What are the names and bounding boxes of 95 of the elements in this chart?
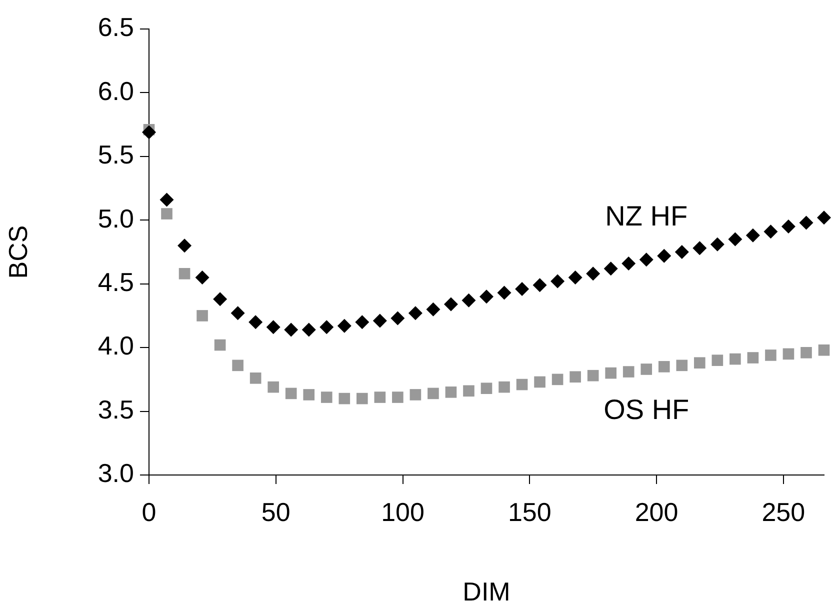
point — [817, 210, 831, 225]
point — [338, 392, 350, 404]
series-label: NZ HF — [605, 200, 688, 232]
point — [178, 238, 192, 253]
point — [622, 256, 636, 270]
point — [160, 192, 174, 207]
y-axis-title: BCS — [2, 225, 33, 279]
point — [639, 252, 654, 267]
point — [410, 389, 422, 400]
point — [604, 262, 618, 276]
point — [372, 314, 387, 328]
point — [587, 370, 599, 382]
point — [692, 241, 707, 256]
point — [710, 237, 724, 252]
point — [658, 361, 670, 372]
point — [765, 350, 776, 361]
x-tick-label: 50 — [261, 496, 290, 527]
point — [390, 311, 405, 326]
point — [302, 322, 316, 337]
point — [213, 292, 228, 306]
point — [195, 270, 210, 284]
point — [782, 348, 794, 360]
point — [250, 372, 262, 384]
point — [747, 352, 759, 364]
x-tick-label: 250 — [762, 496, 806, 527]
y-tick-label: 5.0 — [98, 203, 134, 234]
point — [818, 344, 830, 356]
point — [232, 360, 244, 372]
point — [570, 371, 581, 383]
point — [374, 392, 386, 403]
point — [480, 382, 492, 394]
point — [586, 266, 600, 281]
point — [462, 293, 476, 308]
point — [230, 306, 245, 320]
point — [712, 354, 724, 366]
point — [337, 318, 352, 333]
point — [550, 274, 565, 288]
point — [355, 315, 370, 330]
y-tick-label: 6.5 — [98, 12, 134, 42]
point — [728, 232, 742, 246]
point — [799, 216, 814, 230]
point — [161, 208, 172, 220]
point — [781, 220, 796, 234]
point — [196, 310, 208, 322]
series-label: OS HF — [604, 394, 690, 425]
point — [764, 224, 778, 239]
y-tick-label: 6.0 — [98, 76, 134, 106]
point — [674, 245, 689, 259]
point — [497, 286, 512, 300]
point — [657, 248, 672, 263]
point — [248, 315, 263, 330]
point — [356, 392, 368, 404]
point — [320, 320, 334, 334]
point — [534, 376, 546, 388]
point — [694, 357, 706, 369]
point — [568, 270, 582, 284]
point — [266, 320, 280, 334]
point — [640, 364, 652, 375]
point — [392, 392, 404, 403]
point — [605, 367, 616, 379]
point — [303, 389, 315, 400]
y-tick-label: 5.5 — [98, 140, 134, 170]
point — [498, 381, 510, 393]
point — [444, 297, 458, 312]
point — [285, 388, 297, 400]
point — [463, 385, 474, 397]
point — [178, 268, 190, 280]
point — [142, 125, 156, 140]
point — [214, 339, 226, 351]
point — [730, 353, 741, 365]
x-tick-label: 0 — [142, 496, 156, 527]
x-axis-title: DIM — [462, 576, 510, 607]
point — [532, 278, 547, 292]
point — [480, 290, 494, 304]
point — [676, 360, 688, 372]
point — [408, 306, 422, 320]
x-tick-label: 150 — [508, 496, 552, 527]
point — [746, 228, 760, 242]
x-tick-label: 200 — [634, 496, 678, 527]
y-tick-label: 4.0 — [98, 330, 134, 361]
point — [515, 282, 530, 296]
point — [284, 322, 298, 337]
point — [622, 366, 634, 378]
point — [800, 347, 812, 358]
point — [426, 302, 440, 316]
point — [516, 378, 528, 390]
point — [268, 381, 279, 393]
y-tick-label: 3.5 — [98, 394, 134, 424]
point — [320, 392, 332, 403]
y-tick-label: 4.5 — [98, 267, 134, 298]
point — [552, 374, 564, 386]
y-tick-label: 3.0 — [98, 458, 134, 488]
point — [428, 388, 439, 400]
x-tick-label: 100 — [381, 496, 424, 527]
point — [445, 386, 457, 398]
